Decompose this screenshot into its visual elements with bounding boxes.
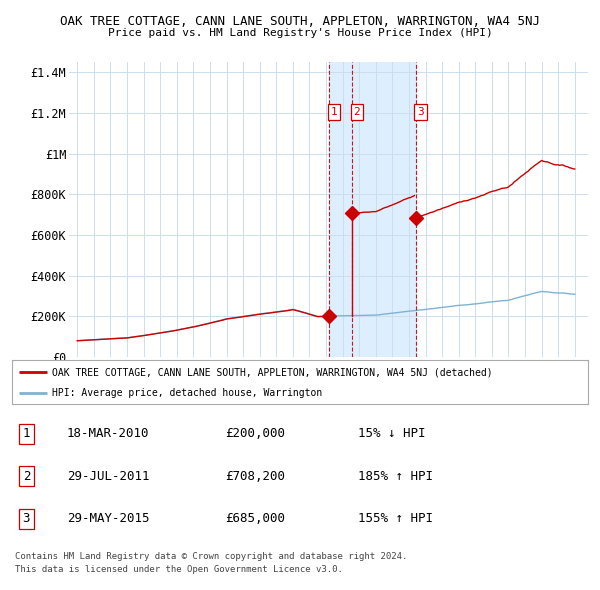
Text: 3: 3 bbox=[23, 512, 30, 525]
Text: 155% ↑ HPI: 155% ↑ HPI bbox=[358, 512, 433, 525]
Text: £685,000: £685,000 bbox=[225, 512, 285, 525]
Text: 2: 2 bbox=[353, 107, 360, 117]
Text: 3: 3 bbox=[417, 107, 424, 117]
Text: 15% ↓ HPI: 15% ↓ HPI bbox=[358, 427, 425, 440]
Text: £708,200: £708,200 bbox=[225, 470, 285, 483]
Text: Contains HM Land Registry data © Crown copyright and database right 2024.: Contains HM Land Registry data © Crown c… bbox=[15, 552, 407, 560]
Text: OAK TREE COTTAGE, CANN LANE SOUTH, APPLETON, WARRINGTON, WA4 5NJ: OAK TREE COTTAGE, CANN LANE SOUTH, APPLE… bbox=[60, 15, 540, 28]
Bar bbox=[352, 62, 416, 357]
Text: 18-MAR-2010: 18-MAR-2010 bbox=[67, 427, 149, 440]
Text: 185% ↑ HPI: 185% ↑ HPI bbox=[358, 470, 433, 483]
Text: 29-JUL-2011: 29-JUL-2011 bbox=[67, 470, 149, 483]
Text: 2: 2 bbox=[23, 470, 30, 483]
Text: 1: 1 bbox=[331, 107, 338, 117]
Text: £200,000: £200,000 bbox=[225, 427, 285, 440]
Text: 29-MAY-2015: 29-MAY-2015 bbox=[67, 512, 149, 525]
Text: 1: 1 bbox=[23, 427, 30, 440]
Text: Price paid vs. HM Land Registry's House Price Index (HPI): Price paid vs. HM Land Registry's House … bbox=[107, 28, 493, 38]
Bar bbox=[329, 62, 352, 357]
Text: OAK TREE COTTAGE, CANN LANE SOUTH, APPLETON, WARRINGTON, WA4 5NJ (detached): OAK TREE COTTAGE, CANN LANE SOUTH, APPLE… bbox=[52, 368, 493, 377]
Text: This data is licensed under the Open Government Licence v3.0.: This data is licensed under the Open Gov… bbox=[15, 565, 343, 574]
Text: HPI: Average price, detached house, Warrington: HPI: Average price, detached house, Warr… bbox=[52, 388, 323, 398]
